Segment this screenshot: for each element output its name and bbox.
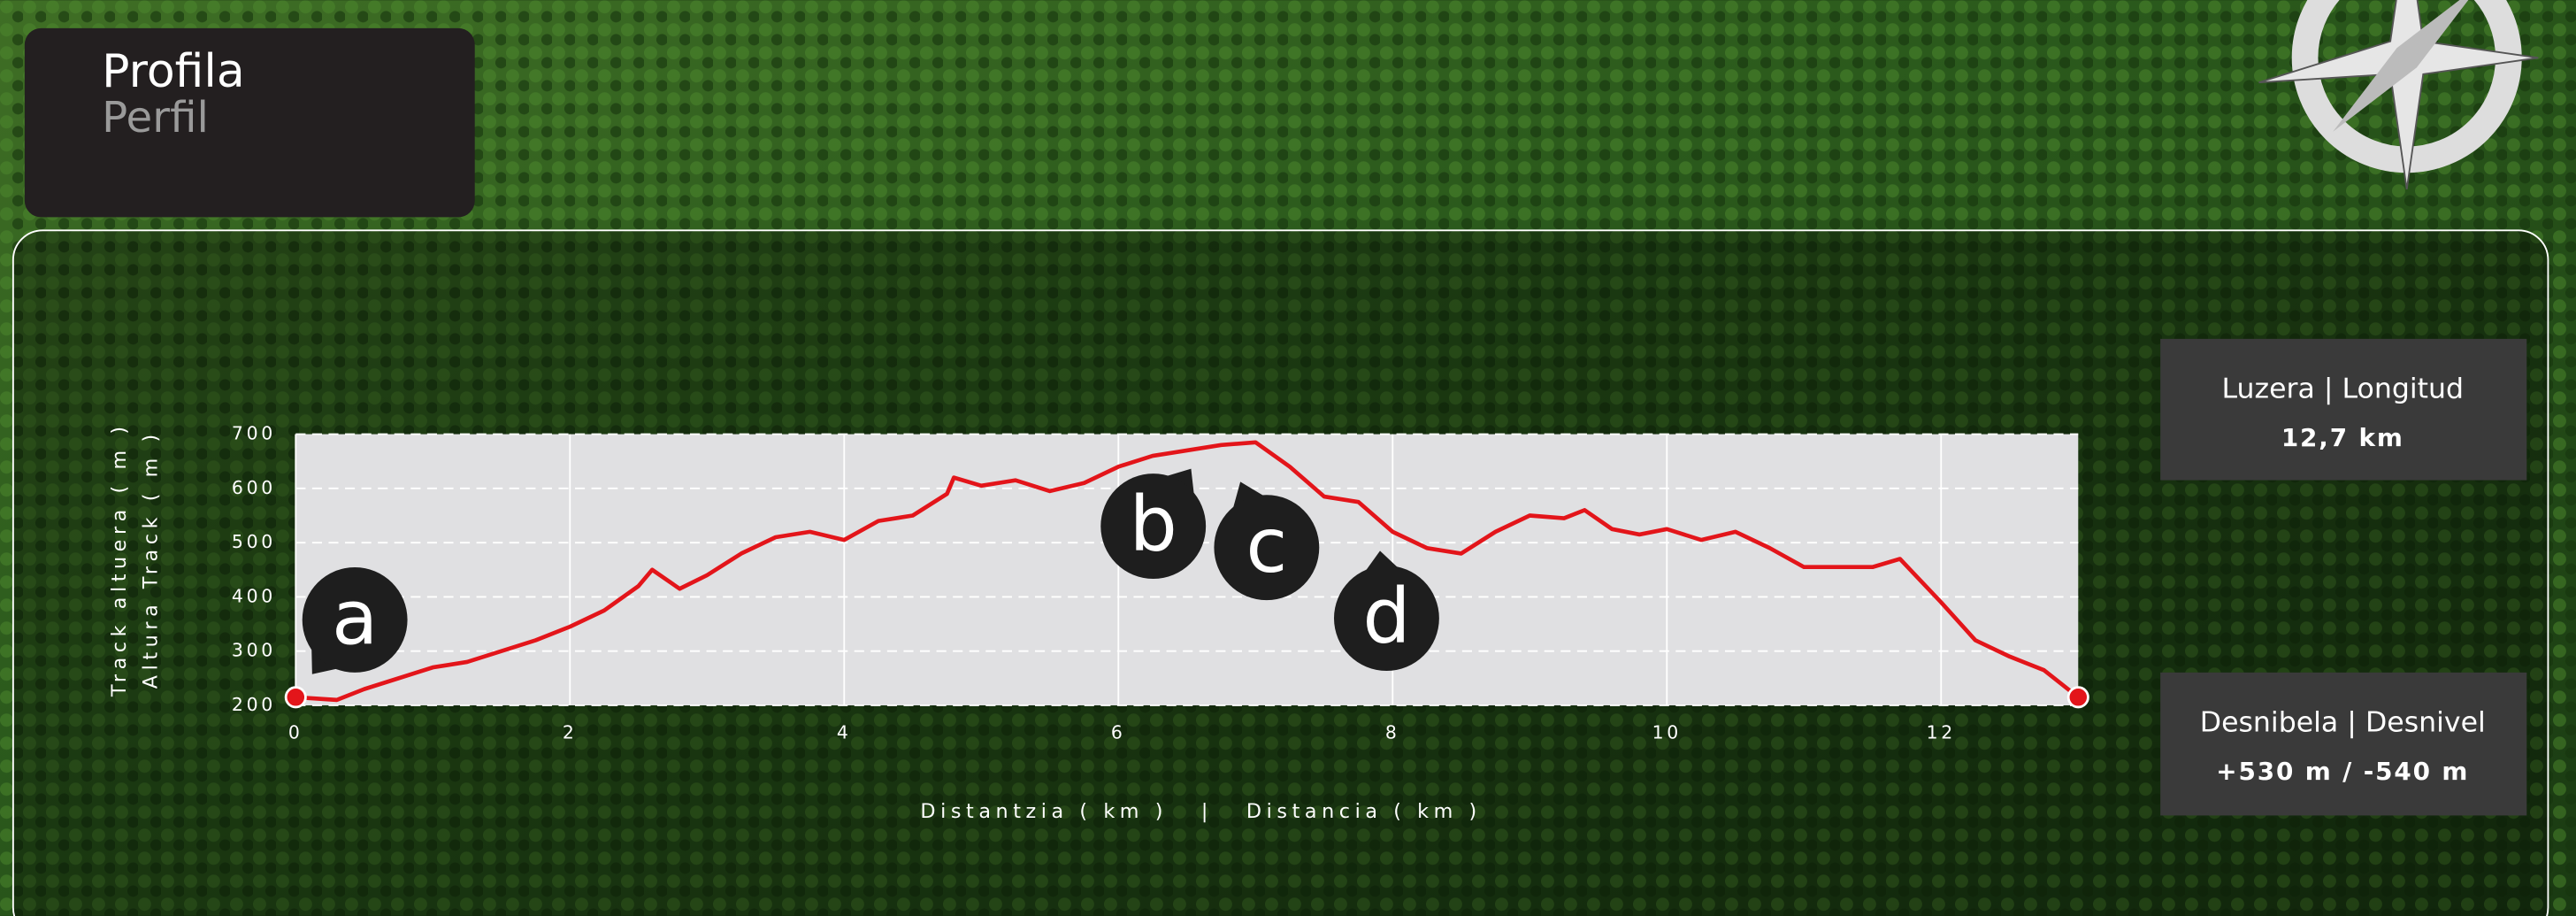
- y-tick-label: 200: [232, 694, 276, 715]
- info-box: [2160, 672, 2527, 816]
- y-tick-label: 700: [232, 423, 276, 444]
- compass: [2258, 0, 2539, 189]
- x-tick-label: 4: [837, 722, 852, 743]
- y-axis-title: Track altuera ( m ): [108, 421, 131, 697]
- title: Profila: [102, 45, 245, 98]
- y-tick-label: 400: [232, 585, 276, 606]
- info-label: Desnibela | Desnivel: [2200, 706, 2486, 738]
- x-tick-label: 6: [1111, 722, 1126, 743]
- endpoint: [2066, 686, 2089, 709]
- annotation: a: [332, 575, 378, 663]
- info-value: 12,7 km: [2281, 423, 2404, 452]
- bubble: [1334, 566, 1439, 671]
- bubble: [1214, 495, 1320, 601]
- bubble: [302, 567, 408, 673]
- info-value: +530 m / -540 m: [2216, 757, 2469, 786]
- bubble: [1100, 473, 1207, 579]
- y-tick-label: 600: [232, 477, 276, 498]
- y-axis-title: Altura Track ( m ): [139, 429, 162, 689]
- annotation: c: [1246, 503, 1287, 590]
- annotation: d: [1362, 573, 1410, 661]
- y-tick-label: 500: [232, 531, 276, 552]
- endpoint: [284, 686, 307, 709]
- annotation: b: [1130, 481, 1177, 569]
- x-tick-label: 12: [1927, 722, 1956, 743]
- x-tick-label: 2: [563, 722, 578, 743]
- x-tick-label: 0: [288, 722, 303, 743]
- subtitle: Perfil: [102, 93, 209, 142]
- x-tick-label: 10: [1652, 722, 1682, 743]
- y-tick-label: 300: [232, 640, 276, 661]
- x-axis-title: Distantzia ( km ) | Distancia ( km ): [920, 800, 1481, 823]
- info-box: [2160, 338, 2527, 481]
- header-box: [24, 27, 475, 218]
- x-tick-label: 8: [1385, 722, 1400, 743]
- info-label: Luzera | Longitud: [2221, 373, 2464, 404]
- elevation-line: [295, 440, 2080, 703]
